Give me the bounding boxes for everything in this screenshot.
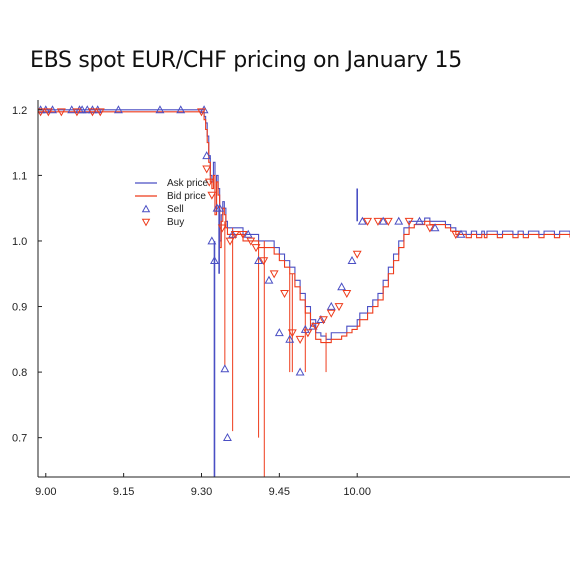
y-tick-label: 1.1 <box>12 170 27 182</box>
legend-label: Sell <box>167 204 184 215</box>
buy-marker <box>225 237 235 246</box>
sell-marker <box>210 256 219 265</box>
sell-marker <box>222 433 232 442</box>
markers-layer <box>38 105 466 442</box>
buy-marker <box>269 270 279 279</box>
buy-marker <box>303 329 313 338</box>
sell-marker <box>48 105 57 114</box>
sell-marker <box>176 105 186 114</box>
sell-marker <box>113 105 123 114</box>
buy-marker <box>202 165 212 174</box>
buy-marker <box>404 217 414 226</box>
y-tick-label: 0.7 <box>12 433 27 445</box>
buy-marker <box>238 231 248 240</box>
buy-marker <box>311 322 321 331</box>
buy-marker <box>251 244 261 253</box>
bid-price-line <box>38 111 570 344</box>
x-tick-label: 9.00 <box>35 486 56 498</box>
sell-marker <box>347 256 357 265</box>
buy-marker <box>451 231 461 240</box>
y-tick-label: 0.8 <box>12 367 27 379</box>
buy-marker <box>342 290 352 299</box>
buy-marker <box>43 108 53 117</box>
buy-marker <box>352 250 362 259</box>
sell-marker <box>199 105 209 114</box>
buy-marker <box>334 303 344 312</box>
series-layer <box>38 109 570 477</box>
sell-marker <box>220 364 230 373</box>
buy-marker <box>72 108 82 117</box>
sell-marker <box>430 223 440 232</box>
sell-marker <box>215 203 225 212</box>
sell-marker <box>415 216 424 225</box>
sell-marker <box>316 315 326 324</box>
legend-label: Ask price <box>167 178 209 189</box>
buy-marker <box>319 316 328 325</box>
sell-marker <box>308 321 318 330</box>
buy-marker <box>197 108 206 117</box>
buy-marker <box>373 217 383 226</box>
buy-marker <box>280 290 289 299</box>
buy-marker <box>295 335 305 344</box>
buy-marker <box>363 217 373 226</box>
sell-marker <box>202 151 212 160</box>
sell-marker <box>394 216 404 225</box>
legend-label: Bid price <box>167 191 206 202</box>
buy-marker <box>383 217 393 226</box>
legend-label: Buy <box>167 217 184 228</box>
sell-marker <box>295 367 305 376</box>
x-tick-label: 10.00 <box>343 486 371 498</box>
axes-layer: 1.2 1.1 1.0 0.9 0.8 0.7 9.00 9.15 9.30 9.45 10.00 <box>12 100 570 498</box>
buy-marker <box>326 309 336 318</box>
sell-marker <box>326 301 336 310</box>
sell-marker <box>228 229 238 238</box>
sell-marker <box>264 275 274 284</box>
sell-marker <box>254 256 264 265</box>
legend-sell-icon <box>141 204 151 213</box>
sell-marker <box>378 216 388 225</box>
sell-marker <box>357 216 367 225</box>
y-tick-label: 0.9 <box>12 302 27 314</box>
chart-title: EBS spot EUR/CHF pricing on January 15 <box>30 48 462 73</box>
buy-marker <box>259 257 269 266</box>
sell-marker <box>207 236 217 245</box>
y-tick-label: 1.2 <box>12 105 27 117</box>
sell-marker <box>274 328 284 337</box>
buy-marker <box>95 108 105 117</box>
sell-marker <box>285 334 295 343</box>
legend: Ask price Bid price Sell Buy <box>135 178 209 228</box>
sell-marker <box>456 229 466 238</box>
x-tick-label: 9.45 <box>269 486 290 498</box>
sell-marker <box>337 282 347 291</box>
buy-marker <box>88 108 97 117</box>
x-tick-label: 9.30 <box>191 486 212 498</box>
legend-buy-icon <box>141 218 151 227</box>
sell-marker <box>155 105 165 114</box>
y-tick-label: 1.0 <box>12 236 27 248</box>
x-tick-label: 9.15 <box>113 486 134 498</box>
buy-marker <box>56 108 66 117</box>
buy-marker <box>38 108 46 117</box>
buy-marker <box>246 237 256 246</box>
sell-marker <box>88 105 97 114</box>
buy-marker <box>287 329 297 338</box>
buy-marker <box>230 231 240 240</box>
buy-marker <box>425 224 435 233</box>
buy-marker <box>204 178 214 187</box>
buy-marker <box>207 191 217 200</box>
ask-price-line <box>38 109 570 340</box>
buy-marker <box>217 224 227 233</box>
sell-marker <box>243 229 253 238</box>
